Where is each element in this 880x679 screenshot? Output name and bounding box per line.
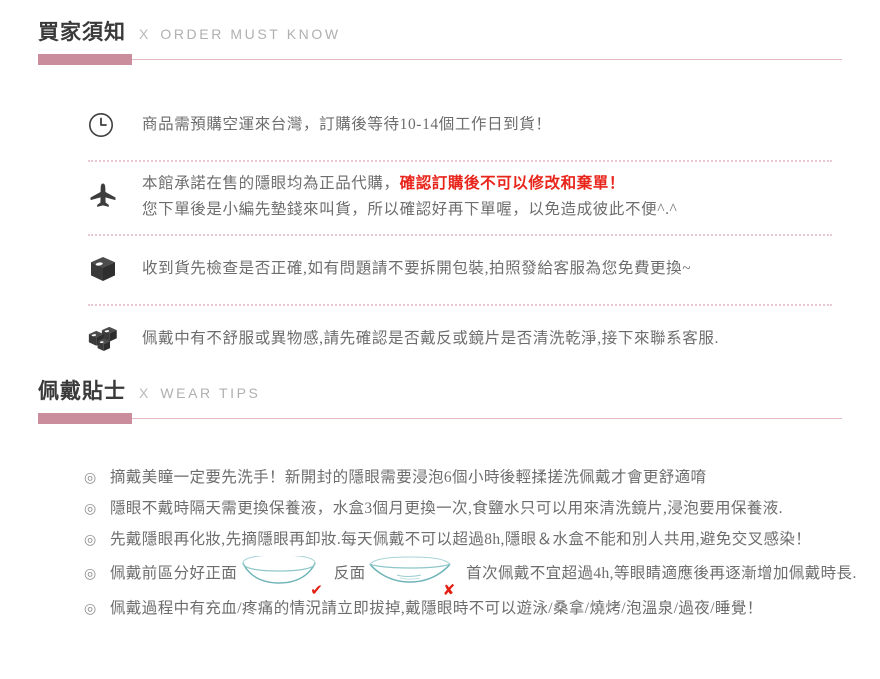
section-title-separator: X: [139, 385, 150, 401]
tip-text: 摘戴美瞳一定要先洗手！新開封的隱眼需要浸泡6個小時後輕揉搓洗佩戴才會更舒適唷: [110, 468, 707, 486]
notice-line: 收到貨先檢查是否正確,如有問題請不要拆開包裝,拍照發給客服為您免費更換~: [142, 260, 692, 277]
tip-text-middle: 反面: [333, 565, 366, 582]
list-item: ◎ 摘戴美瞳一定要先洗手！新開封的隱眼需要浸泡6個小時後輕揉搓洗佩戴才會更舒適唷: [84, 462, 844, 493]
list-item: ◎ 佩戴前區分好正面 ✔ 反面 ✘ 首次佩戴不宜超過4h,等眼睛適應後再逐漸增加…: [84, 555, 856, 599]
section-title-cn: 買家須知: [38, 21, 126, 44]
divider-accent-block: [38, 413, 132, 424]
section-header-title-row: 佩戴貼士 X WEAR TIPS: [38, 381, 842, 402]
lens-wrong-diagram: ✘: [367, 556, 466, 599]
notice-text: 商品需預購空運來台灣，訂購後等待10-14個工作日到貨！: [142, 112, 551, 138]
section-title-separator: X: [139, 26, 150, 42]
tip-text: 佩戴過程中有充血/疼痛的情況請立即拔掉,戴隱眼時不可以遊泳/桑拿/燒烤/泡溫泉/…: [110, 599, 763, 617]
notice-line-highlight: 確認訂購後不可以修改和棄單！: [399, 175, 626, 192]
divider-line: [38, 418, 842, 419]
notice-line: 您下單後是小編先墊錢來叫貨，所以確認好再下單喔，以免造成彼此不便^.^: [142, 201, 678, 218]
notice-text: 佩戴中有不舒服或異物感,請先確認是否戴反或鏡片是否清洗乾淨,接下來聯系客服.: [142, 326, 719, 352]
bullet-icon: ◎: [84, 600, 97, 617]
section-divider: [38, 413, 842, 424]
tip-text-before: 佩戴前區分好正面: [110, 565, 238, 582]
airplane-icon: [88, 182, 142, 212]
section-title-en: WEAR TIPS: [160, 385, 261, 401]
wrong-mark-icon: ✘: [442, 581, 456, 599]
divider-accent-block: [38, 54, 132, 65]
bullet-icon: ◎: [84, 500, 97, 517]
list-item: ◎ 隱眼不戴時隔天需更換保養液，水盒3個月更換一次,食鹽水只可以用來清洗鏡片,浸…: [84, 493, 844, 524]
bullet-icon: ◎: [84, 566, 97, 582]
boxes-icon: [88, 324, 142, 354]
bullet-icon: ◎: [84, 531, 97, 548]
tip-text-after: 首次佩戴不宜超過4h,等眼睛適應後再逐漸增加佩戴時長.: [466, 565, 857, 582]
box-icon: [88, 254, 142, 284]
divider-line: [38, 59, 842, 60]
notice-row: 收到貨先檢查是否正確,如有問題請不要拆開包裝,拍照發給客服為您免費更換~: [88, 236, 836, 304]
notice-text: 收到貨先檢查是否正確,如有問題請不要拆開包裝,拍照發給客服為您免費更換~: [142, 256, 691, 282]
list-item: ◎ 先戴隱眼再化妝,先摘隱眼再卸妝.每天佩戴不可以超過8h,隱眼＆水盒不能和別人…: [84, 524, 844, 555]
tip-text: 隱眼不戴時隔天需更換保養液，水盒3個月更換一次,食鹽水只可以用來清洗鏡片,浸泡要…: [110, 499, 783, 517]
bullet-icon: ◎: [84, 469, 97, 486]
notice-line: 商品需預購空運來台灣，訂購後等待10-14個工作日到貨！: [142, 116, 552, 133]
notice-line-plain: 本館承諾在售的隱眼均為正品代購，: [142, 175, 400, 192]
notice-row: 本館承諾在售的隱眼均為正品代購，確認訂購後不可以修改和棄單！ 您下單後是小編先墊…: [88, 162, 836, 234]
tip-text: 先戴隱眼再化妝,先摘隱眼再卸妝.每天佩戴不可以超過8h,隱眼＆水盒不能和別人共用…: [110, 530, 812, 548]
notice-line: 本館承諾在售的隱眼均為正品代購，確認訂購後不可以修改和棄單！: [142, 171, 677, 197]
section-title-cn: 佩戴貼士: [38, 380, 126, 403]
notice-row: 佩戴中有不舒服或異物感,請先確認是否戴反或鏡片是否清洗乾淨,接下來聯系客服.: [88, 306, 836, 374]
section-divider: [38, 54, 842, 65]
notice-text: 本館承諾在售的隱眼均為正品代購，確認訂購後不可以修改和棄單！ 您下單後是小編先墊…: [142, 171, 677, 223]
notice-separator: [88, 304, 832, 306]
list-item: ◎ 佩戴過程中有充血/疼痛的情況請立即拔掉,戴隱眼時不可以遊泳/桑拿/燒烤/泡溫…: [84, 593, 844, 624]
tips-list: ◎ 摘戴美瞳一定要先洗手！新開封的隱眼需要浸泡6個小時後輕揉搓洗佩戴才會更舒適唷…: [84, 462, 856, 624]
lens-correct-diagram: ✔: [238, 556, 333, 599]
section-header-order-must-know: 買家須知 X ORDER MUST KNOW: [38, 22, 842, 65]
notice-separator: [88, 234, 832, 236]
section-header-title-row: 買家須知 X ORDER MUST KNOW: [38, 22, 842, 43]
clock-icon: [88, 112, 142, 138]
section-title-en: ORDER MUST KNOW: [160, 26, 341, 42]
section-header-wear-tips: 佩戴貼士 X WEAR TIPS: [38, 381, 842, 424]
notice-line: 佩戴中有不舒服或異物感,請先確認是否戴反或鏡片是否清洗乾淨,接下來聯系客服.: [142, 330, 719, 347]
notice-list: 商品需預購空運來台灣，訂購後等待10-14個工作日到貨！ 本館承諾在售的隱眼均為…: [88, 92, 836, 374]
notice-separator: [88, 160, 832, 162]
correct-mark-icon: ✔: [310, 581, 323, 599]
notice-row: 商品需預購空運來台灣，訂購後等待10-14個工作日到貨！: [88, 92, 836, 160]
